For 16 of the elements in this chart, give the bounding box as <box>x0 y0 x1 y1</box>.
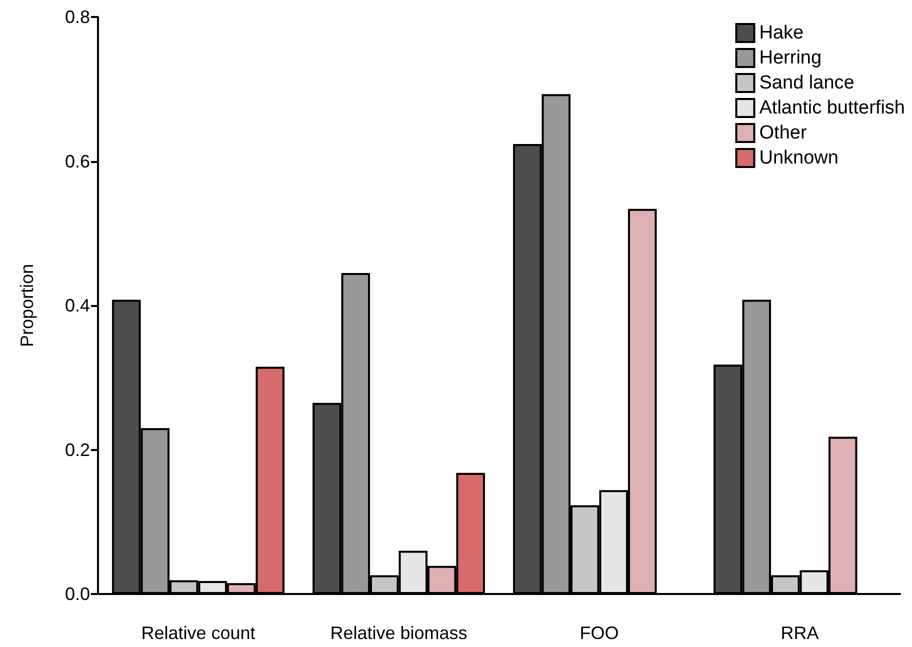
legend-label: Herring <box>759 48 822 68</box>
y-tick-label: 0.8 <box>64 7 90 27</box>
x-tick-label: RRA <box>780 623 819 643</box>
legend-label: Other <box>759 122 808 144</box>
x-tick-label: Relative count <box>141 623 256 643</box>
x-tick-label: FOO <box>580 623 619 643</box>
y-tick-label: 0.0 <box>64 584 90 604</box>
legend-label: Hake <box>759 22 804 44</box>
x-tick-label: Relative biomass <box>330 623 468 643</box>
y-tick-label: 0.6 <box>64 151 90 172</box>
y-axis-title: Proportion <box>17 264 37 348</box>
legend-label: Atlantic butterfish <box>759 98 906 118</box>
y-tick-label: 0.4 <box>64 296 90 316</box>
y-tick-label: 0.2 <box>64 440 90 460</box>
legend-label: Sand lance <box>759 72 854 94</box>
legend-label: Unknown <box>759 148 838 168</box>
